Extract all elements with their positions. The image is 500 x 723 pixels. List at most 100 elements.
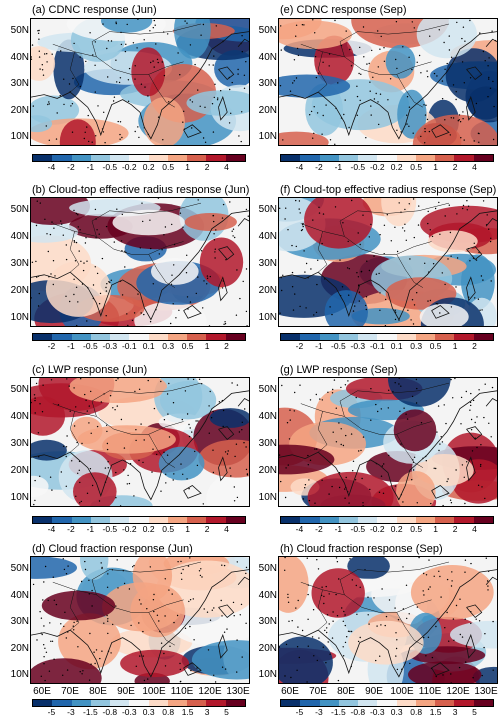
country-border <box>317 231 328 273</box>
colorbar-tick-label: 0.3 <box>410 341 423 351</box>
colorbar-tick-label: -0.3 <box>350 341 366 351</box>
colorbar-segment <box>206 334 226 340</box>
coastline <box>431 662 450 676</box>
colorbar-segment <box>454 155 474 161</box>
contour-blob <box>77 425 176 454</box>
colorbar <box>280 333 494 341</box>
country-border <box>300 581 432 613</box>
lat-tick-label: 30N <box>10 616 29 627</box>
colorbar-segment <box>319 517 339 523</box>
map-panel <box>278 556 498 684</box>
contour-blob <box>160 381 217 420</box>
map-panel <box>278 18 498 146</box>
lon-tick-label: 70E <box>61 686 79 697</box>
colorbar-tick-label: 1 <box>433 162 438 172</box>
lat-tick-label: 30N <box>258 616 277 627</box>
coastline <box>218 456 228 482</box>
colorbar-tick-label: 0.1 <box>142 341 155 351</box>
colorbar-segment <box>71 700 91 706</box>
country-border <box>148 74 176 108</box>
coastline <box>237 576 249 585</box>
coastline <box>237 38 249 47</box>
colorbar-segment <box>33 155 53 161</box>
coastline <box>183 124 202 138</box>
country-border <box>148 434 176 468</box>
colorbar-tick-label: 0.5 <box>410 524 423 534</box>
country-border <box>148 612 176 646</box>
colorbar-segment <box>110 155 130 161</box>
coastline <box>466 246 483 260</box>
map-panel <box>30 197 250 327</box>
lat-tick-label: 20N <box>258 285 277 296</box>
significance-stipple <box>279 19 496 145</box>
colorbar-tick-label: -0.1 <box>369 341 385 351</box>
coastline <box>31 569 249 678</box>
lon-tick-label: 120E <box>198 686 222 697</box>
colorbar-tick-label: 0.5 <box>429 341 442 351</box>
lat-tick-label: 10N <box>10 669 29 680</box>
colorbar-tick-label: -2 <box>47 341 56 351</box>
colorbar-segment <box>90 517 111 523</box>
contour-blob <box>174 19 211 59</box>
colorbar-segment <box>338 155 359 161</box>
lon-tick-label: 70E <box>309 686 327 697</box>
contour-blob <box>59 119 96 145</box>
colorbar-segment <box>319 334 339 340</box>
colorbar-tick-label: -4 <box>47 524 56 534</box>
colorbar-segment <box>454 334 474 340</box>
colorbar-segment <box>71 517 91 523</box>
colorbar-tick-label: 4 <box>472 162 477 172</box>
lat-tick-label: 20N <box>258 104 277 116</box>
contour-blob <box>69 378 167 403</box>
contour-blob <box>101 19 153 33</box>
contour-blob <box>311 568 365 618</box>
map-svg <box>31 19 249 145</box>
colorbar-segment <box>187 517 207 523</box>
coastline <box>485 38 497 47</box>
colorbar-tick-label: -3 <box>315 707 323 717</box>
coastline <box>485 397 497 407</box>
colorbar-segment <box>225 517 245 523</box>
lon-tick-label: 130E <box>226 686 250 697</box>
colorbar-segment <box>358 155 378 161</box>
colorbar-tick-label: 3 <box>452 707 458 717</box>
contour-blob <box>31 557 77 579</box>
colorbar-segment <box>129 155 149 161</box>
lat-tick-label: 10N <box>10 131 29 142</box>
colorbar-tick-label: 1 <box>204 341 210 351</box>
colorbar <box>32 333 246 341</box>
colorbar-tick-label: 2 <box>452 524 458 534</box>
map-svg <box>31 378 249 506</box>
colorbar-tick-label: -0.2 <box>121 524 137 534</box>
colorbar-tick-label: 0.5 <box>181 341 194 351</box>
coastline <box>466 633 476 659</box>
lon-tick-label: 100E <box>142 686 166 697</box>
lat-tick-label: 40N <box>10 231 29 242</box>
lat-tick-label: 50N <box>258 563 277 574</box>
colorbar-segment <box>110 700 130 706</box>
map-svg <box>279 19 497 145</box>
contour-blob <box>461 254 495 310</box>
lat-tick-label: 30N <box>10 438 29 449</box>
colorbar-segment <box>225 155 245 161</box>
contour-blob <box>209 408 249 428</box>
colorbar-segment <box>396 155 416 161</box>
colorbar-segment <box>206 155 226 161</box>
map-panel <box>278 197 498 327</box>
country-border <box>300 43 432 75</box>
map-panel <box>278 377 498 507</box>
coastline <box>183 485 202 499</box>
colorbar-tick-label: -1 <box>334 524 343 534</box>
colorbar-tick-label: 2 <box>204 162 210 172</box>
colorbar <box>280 699 494 707</box>
colorbar-segment <box>187 155 207 161</box>
colorbar-tick-label: 0.2 <box>142 162 155 172</box>
contour-blob <box>416 19 477 59</box>
lat-tick-label: 50N <box>258 204 277 215</box>
colorbar-tick-label: 2 <box>472 341 477 351</box>
country-border <box>339 382 450 417</box>
contour-blob <box>396 471 436 506</box>
colorbar-segment <box>300 155 320 161</box>
map-svg <box>279 378 497 506</box>
map-panel <box>30 377 250 507</box>
